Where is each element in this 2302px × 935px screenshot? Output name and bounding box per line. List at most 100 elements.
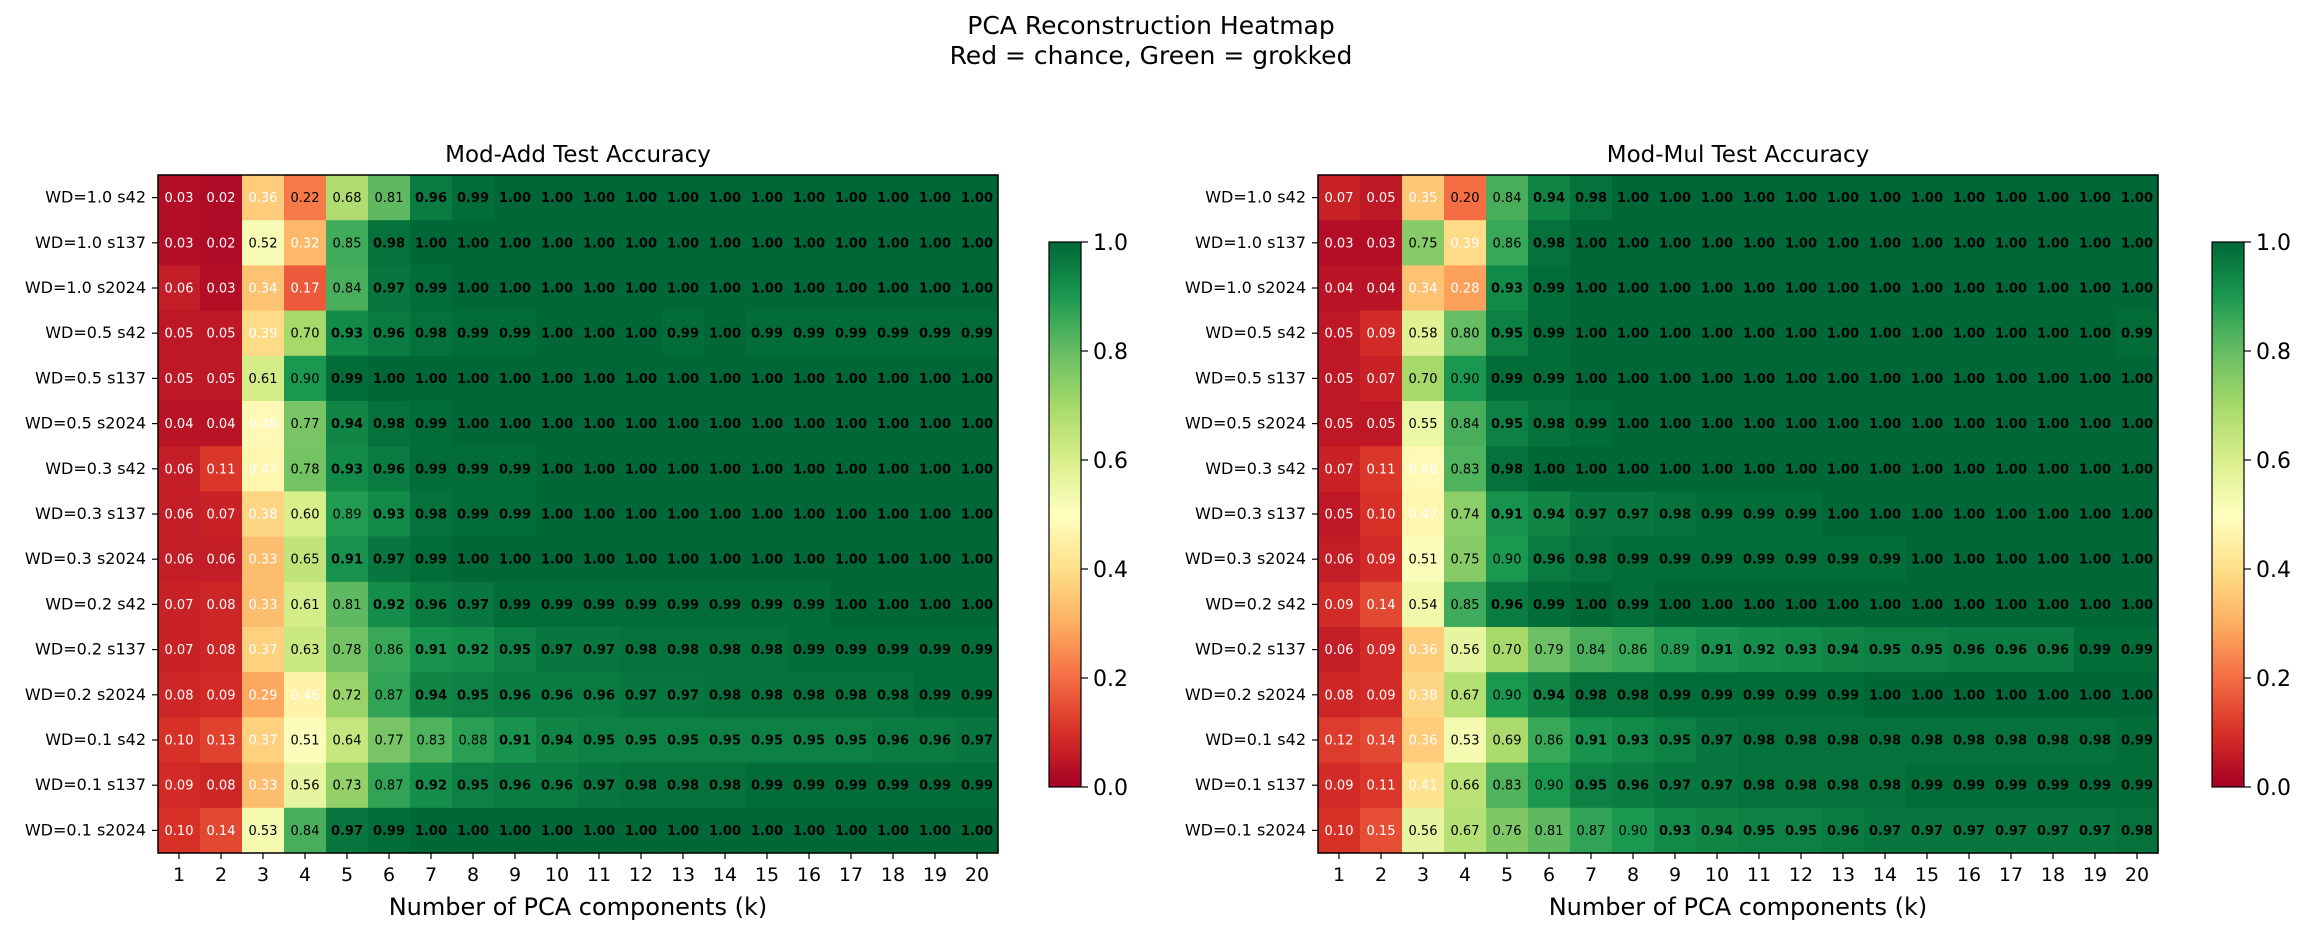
heatmap-cell	[494, 536, 537, 583]
heatmap-cell	[2032, 762, 2075, 809]
heatmap-cell-label: 1.00	[373, 372, 405, 387]
heatmap-cell	[788, 355, 831, 402]
heatmap-cell	[1864, 581, 1907, 628]
heatmap-cell	[158, 717, 201, 764]
heatmap-cell	[1444, 446, 1487, 492]
heatmap-cell	[578, 401, 621, 447]
heatmap-cell-label: 1.00	[793, 282, 825, 297]
heatmap-cell	[746, 401, 789, 447]
heatmap-cell-label: 0.56	[1451, 643, 1480, 658]
heatmap-cell	[1360, 175, 1403, 221]
heatmap-cell	[704, 446, 747, 492]
heatmap-cell	[1360, 220, 1403, 266]
heatmap-cell	[410, 807, 453, 854]
x-tick-label: 10	[545, 864, 569, 886]
heatmap-cell	[1990, 491, 2033, 538]
heatmap-cell	[200, 807, 243, 854]
heatmap-cell-label: 1.00	[709, 462, 741, 477]
heatmap-cell	[1948, 717, 1991, 764]
heatmap-cell-label: 0.99	[1869, 553, 1901, 568]
heatmap-cell	[326, 672, 369, 718]
heatmap-cell-label: 0.96	[1533, 553, 1565, 568]
heatmap-cell-label: 1.00	[1659, 462, 1691, 477]
heatmap-cell-label: 1.00	[1827, 282, 1859, 297]
heatmap-cell-label: 1.00	[1659, 417, 1691, 432]
heatmap-cell-label: 0.99	[1701, 553, 1733, 568]
heatmap-cell	[1654, 491, 1697, 538]
heatmap-cell	[746, 581, 789, 628]
heatmap-cell-label: 1.00	[1659, 372, 1691, 387]
heatmap-cell	[536, 491, 579, 538]
heatmap-cell-label: 0.99	[793, 779, 825, 794]
heatmap-cell	[914, 491, 957, 538]
heatmap-cell-label: 0.36	[249, 191, 278, 206]
heatmap-cell-label: 0.97	[1995, 824, 2027, 839]
heatmap-cell-label: 0.36	[1409, 734, 1438, 749]
heatmap-cell	[1444, 491, 1487, 538]
heatmap-cell-label: 0.32	[291, 236, 320, 251]
heatmap-cell	[1696, 355, 1739, 402]
heatmap-cell	[1360, 717, 1403, 764]
heatmap-cell	[1948, 310, 1991, 357]
heatmap-cell-label: 1.00	[1617, 417, 1649, 432]
heatmap-cell-label: 0.98	[2079, 734, 2111, 749]
heatmap-cell-label: 0.93	[1491, 282, 1523, 297]
heatmap-cell-label: 1.00	[1659, 282, 1691, 297]
heatmap-cell-label: 0.97	[1911, 824, 1943, 839]
heatmap-cell	[2032, 401, 2075, 447]
heatmap-cell-label: 0.05	[1325, 417, 1354, 432]
heatmap-cell-label: 1.00	[1953, 688, 1985, 703]
heatmap-cell	[1696, 627, 1739, 673]
heatmap-cell-label: 0.99	[877, 779, 909, 794]
heatmap-cell	[200, 672, 243, 718]
y-tick-label: WD=0.5 s42	[45, 323, 146, 342]
heatmap-cell	[494, 807, 537, 854]
heatmap-cell-label: 1.00	[835, 553, 867, 568]
heatmap-cell-label: 1.00	[835, 282, 867, 297]
heatmap-cell-label: 0.09	[1367, 553, 1396, 568]
heatmap-cell-label: 1.00	[2037, 372, 2069, 387]
heatmap-cell	[1360, 536, 1403, 583]
heatmap-cell	[452, 807, 495, 854]
heatmap-cell	[1990, 762, 2033, 809]
heatmap-cell-label: 1.00	[1953, 598, 1985, 613]
heatmap-cell-label: 1.00	[709, 417, 741, 432]
heatmap-cell-label: 0.97	[331, 824, 363, 839]
heatmap-cell	[1528, 536, 1571, 583]
colorbar-tick-label: 0.8	[1093, 340, 1128, 365]
heatmap-cell-label: 1.00	[961, 417, 993, 432]
heatmap-cell-label: 1.00	[1953, 417, 1985, 432]
heatmap-cell-label: 0.94	[1701, 824, 1733, 839]
y-tick-label: WD=0.1 s137	[1195, 775, 1306, 794]
heatmap-cell-label: 0.99	[667, 327, 699, 342]
heatmap-cell	[1654, 175, 1697, 221]
heatmap-cell-label: 0.99	[499, 508, 531, 523]
heatmap-cell	[452, 175, 495, 221]
heatmap-cell	[746, 175, 789, 221]
heatmap-cell	[1360, 627, 1403, 673]
heatmap-cell-label: 1.00	[1617, 462, 1649, 477]
heatmap-cell	[410, 175, 453, 221]
heatmap-cell	[284, 581, 327, 628]
heatmap-cell-label: 1.00	[625, 236, 657, 251]
heatmap-cell	[1486, 581, 1529, 628]
heatmap-cell	[158, 807, 201, 854]
heatmap-cell-label: 0.91	[1575, 734, 1607, 749]
heatmap-cell-label: 1.00	[1827, 508, 1859, 523]
heatmap-cell-label: 0.56	[291, 779, 320, 794]
heatmap-cell	[1948, 355, 1991, 402]
heatmap-cell-label: 1.00	[1995, 462, 2027, 477]
heatmap-cell-label: 0.84	[333, 282, 362, 297]
heatmap-cell	[2074, 175, 2117, 221]
y-tick-label: WD=0.3 s137	[1195, 504, 1306, 523]
y-tick-label: WD=0.3 s137	[35, 504, 146, 523]
x-tick-label: 11	[587, 864, 611, 886]
heatmap-cell-label: 0.98	[1953, 734, 1985, 749]
heatmap-cell	[872, 491, 915, 538]
heatmap-cell-label: 1.00	[835, 417, 867, 432]
heatmap-cell-label: 0.61	[291, 598, 320, 613]
heatmap-cell	[914, 446, 957, 492]
heatmap-cell-label: 0.84	[1451, 417, 1480, 432]
heatmap-cell-label: 0.98	[1491, 462, 1523, 477]
heatmap-cell	[872, 717, 915, 764]
